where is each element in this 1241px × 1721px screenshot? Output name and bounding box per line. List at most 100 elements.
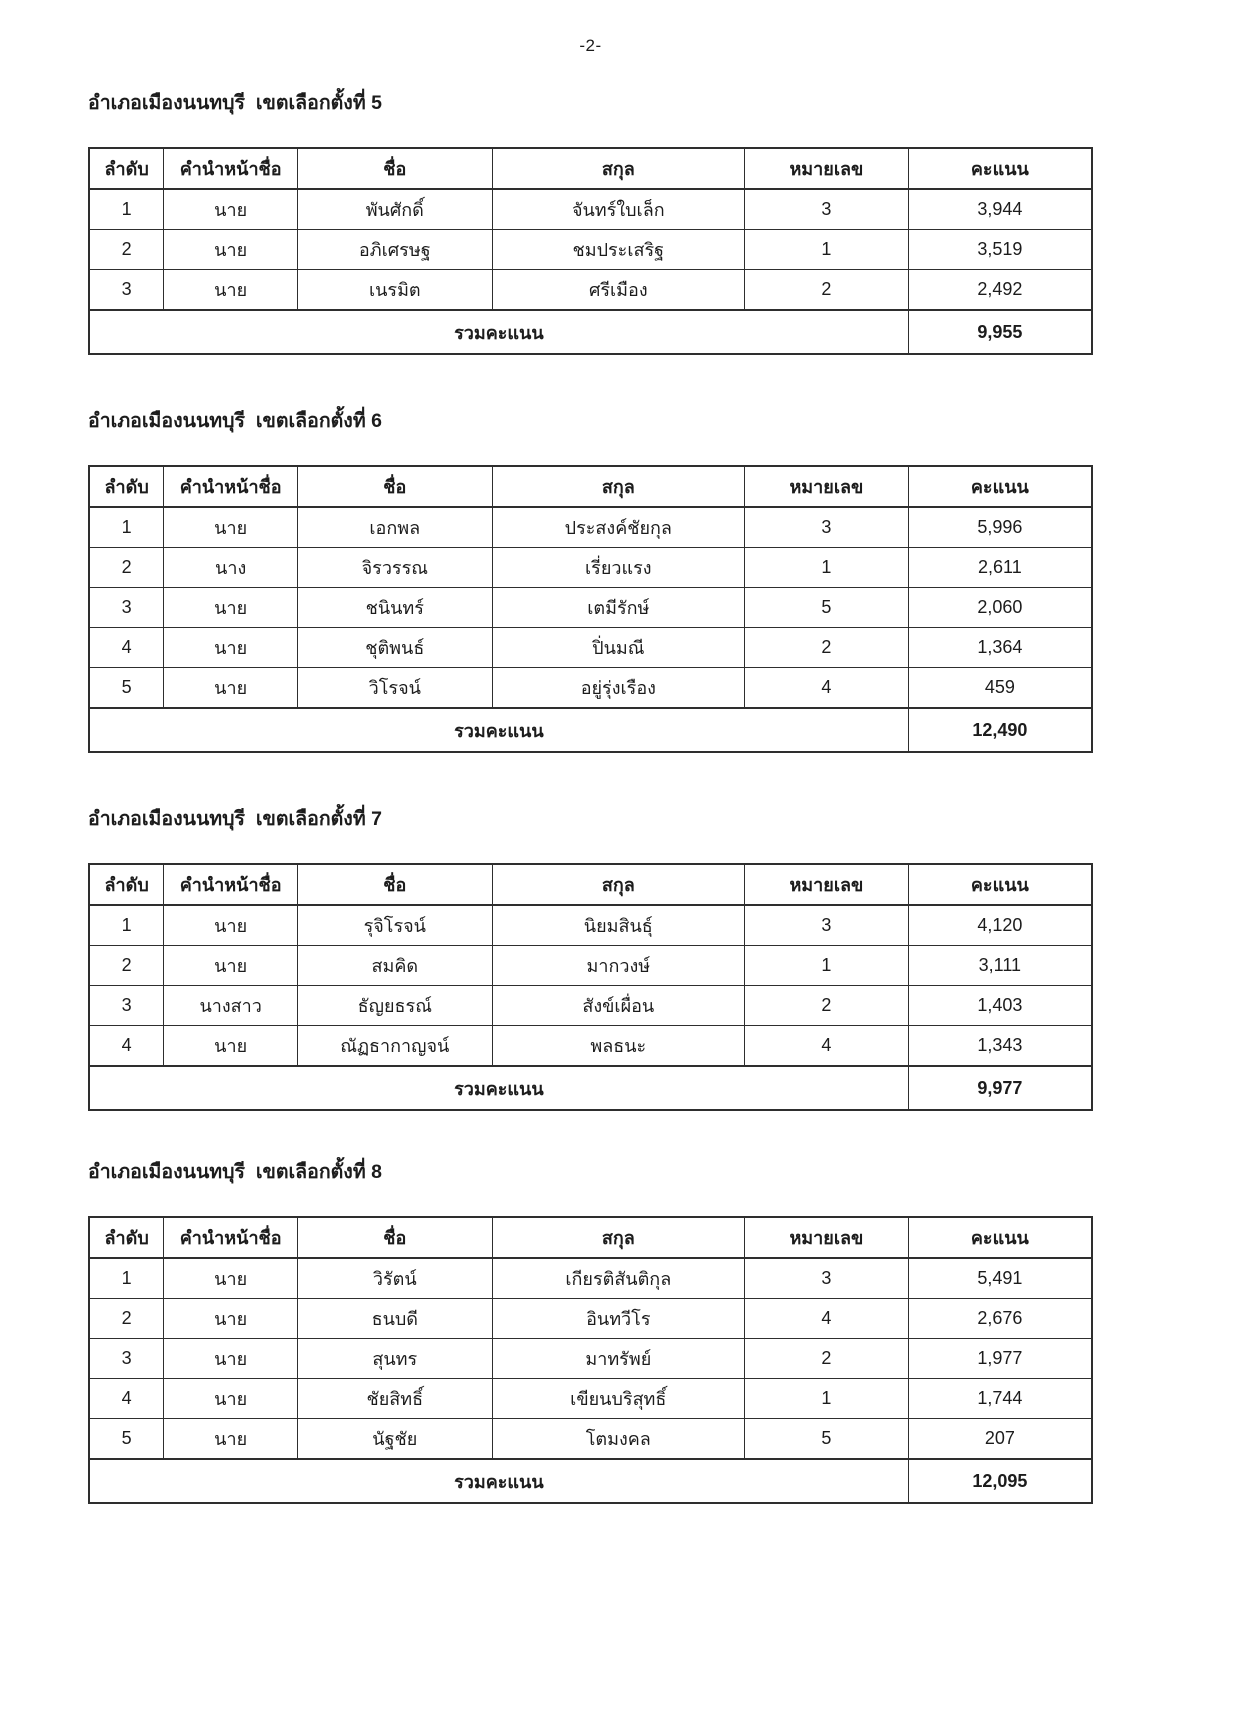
- column-header: คะแนน: [907, 465, 1093, 508]
- order-cell: 1: [88, 1257, 165, 1299]
- candidate-row: 4 นาย ชัยสิทธิ์ เขียนบริสุทธิ์ 1 1,744: [88, 1378, 1093, 1419]
- candidate-number-cell: 4: [744, 667, 909, 709]
- total-label-cell: รวมคะแนน: [88, 707, 909, 753]
- results-table: ลำดับ คำนำหน้าชื่อ ชื่อ สกุล หมายเลข คะแนน 1 นา…: [88, 465, 1093, 753]
- last-name-cell: ปิ่นมณี: [491, 627, 746, 668]
- votes-cell: 5,491: [907, 1257, 1093, 1299]
- last-name-cell: เขียนบริสุทธิ์: [491, 1378, 746, 1419]
- candidate-number-cell: 2: [744, 985, 909, 1026]
- order-cell: 4: [88, 627, 165, 668]
- candidate-row: 2 นาย อภิเศรษฐ ชมประเสริฐ 1 3,519: [88, 229, 1093, 270]
- candidate-row: 3 นาย ชนินทร์ เตมีรักษ์ 5 2,060: [88, 587, 1093, 628]
- order-cell: 4: [88, 1378, 165, 1419]
- candidate-number-cell: 5: [744, 587, 909, 628]
- votes-cell: 459: [907, 667, 1093, 709]
- candidate-number-cell: 5: [744, 1418, 909, 1460]
- candidate-number-cell: 1: [744, 229, 909, 270]
- column-header: สกุล: [491, 147, 746, 190]
- column-header: คำนำหน้าชื่อ: [163, 465, 298, 508]
- last-name-cell: ประสงค์ชัยกุล: [491, 506, 746, 548]
- name-prefix-cell: นาย: [163, 229, 298, 270]
- section-title: อำเภอเมืองนนทบุรี เขตเลือกตั้งที่ 5: [88, 92, 382, 114]
- candidate-row: 1 นาย วิรัตน์ เกียรติสันติกุล 3 5,491: [88, 1257, 1093, 1299]
- column-header: หมายเลข: [744, 147, 909, 190]
- order-cell: 3: [88, 269, 165, 311]
- last-name-cell: ศรีเมือง: [491, 269, 746, 311]
- order-cell: 2: [88, 229, 165, 270]
- header-row: ลำดับ คำนำหน้าชื่อ ชื่อ สกุล หมายเลข คะแนน: [88, 1216, 1093, 1259]
- order-cell: 1: [88, 904, 165, 946]
- candidate-number-cell: 2: [744, 269, 909, 311]
- candidate-number-cell: 3: [744, 188, 909, 230]
- last-name-cell: เตมีรักษ์: [491, 587, 746, 628]
- column-header: ลำดับ: [88, 147, 165, 190]
- header-row: ลำดับ คำนำหน้าชื่อ ชื่อ สกุล หมายเลข คะแนน: [88, 863, 1093, 906]
- name-prefix-cell: นางสาว: [163, 985, 298, 1026]
- candidate-row: 1 นาย เอกพล ประสงค์ชัยกุล 3 5,996: [88, 506, 1093, 548]
- votes-cell: 1,403: [907, 985, 1093, 1026]
- candidate-row: 4 นาย ณัฏธากาญจน์ พลธนะ 4 1,343: [88, 1025, 1093, 1067]
- sections-container: อำเภอเมืองนนทบุรี เขตเลือกตั้งที่ 5 ลำดับ…: [88, 87, 1093, 1504]
- candidate-row: 2 นาง จิรวรรณ เรี่ยวแรง 1 2,611: [88, 547, 1093, 588]
- column-header: ชื่อ: [297, 465, 493, 508]
- total-votes-cell: 9,977: [907, 1065, 1093, 1111]
- column-header: หมายเลข: [744, 1216, 909, 1259]
- section-title: อำเภอเมืองนนทบุรี เขตเลือกตั้งที่ 7: [88, 808, 382, 830]
- name-prefix-cell: นาย: [163, 945, 298, 986]
- name-prefix-cell: นาย: [163, 1257, 298, 1299]
- name-prefix-cell: นาย: [163, 269, 298, 311]
- header-row: ลำดับ คำนำหน้าชื่อ ชื่อ สกุล หมายเลข คะแนน: [88, 465, 1093, 508]
- column-header: ลำดับ: [88, 863, 165, 906]
- order-cell: 2: [88, 945, 165, 986]
- votes-cell: 3,111: [907, 945, 1093, 986]
- name-prefix-cell: นาง: [163, 547, 298, 588]
- column-header: ชื่อ: [297, 1216, 493, 1259]
- total-row: รวมคะแนน 9,955: [88, 309, 1093, 355]
- name-prefix-cell: นาย: [163, 904, 298, 946]
- total-label-cell: รวมคะแนน: [88, 309, 909, 355]
- votes-cell: 1,744: [907, 1378, 1093, 1419]
- page-number: -2-: [579, 36, 602, 55]
- name-prefix-cell: นาย: [163, 1025, 298, 1067]
- first-name-cell: ชัยสิทธิ์: [297, 1378, 493, 1419]
- first-name-cell: ธนบดี: [297, 1298, 493, 1339]
- first-name-cell: นัฐชัย: [297, 1418, 493, 1460]
- first-name-cell: ณัฏธากาญจน์: [297, 1025, 493, 1067]
- first-name-cell: วิโรจน์: [297, 667, 493, 709]
- column-header: คะแนน: [907, 863, 1093, 906]
- results-table: ลำดับ คำนำหน้าชื่อ ชื่อ สกุล หมายเลข คะแนน 1 นา…: [88, 863, 1093, 1111]
- section-title: อำเภอเมืองนนทบุรี เขตเลือกตั้งที่ 8: [88, 1161, 382, 1183]
- total-votes-cell: 12,095: [907, 1458, 1093, 1504]
- column-header: สกุล: [491, 863, 746, 906]
- order-cell: 3: [88, 985, 165, 1026]
- candidate-number-cell: 3: [744, 1257, 909, 1299]
- last-name-cell: อยู่รุ่งเรือง: [491, 667, 746, 709]
- candidate-row: 4 นาย ชุติพนธ์ ปิ่นมณี 2 1,364: [88, 627, 1093, 668]
- first-name-cell: ชนินทร์: [297, 587, 493, 628]
- votes-cell: 1,364: [907, 627, 1093, 668]
- results-table: ลำดับ คำนำหน้าชื่อ ชื่อ สกุล หมายเลข คะแนน 1 นา…: [88, 1216, 1093, 1504]
- total-votes-cell: 9,955: [907, 309, 1093, 355]
- first-name-cell: ชุติพนธ์: [297, 627, 493, 668]
- last-name-cell: เรี่ยวแรง: [491, 547, 746, 588]
- last-name-cell: มาทรัพย์: [491, 1338, 746, 1379]
- name-prefix-cell: นาย: [163, 188, 298, 230]
- candidate-row: 2 นาย สมคิด มากวงษ์ 1 3,111: [88, 945, 1093, 986]
- order-cell: 5: [88, 1418, 165, 1460]
- votes-cell: 2,492: [907, 269, 1093, 311]
- votes-cell: 1,343: [907, 1025, 1093, 1067]
- candidate-row: 5 นาย วิโรจน์ อยู่รุ่งเรือง 4 459: [88, 667, 1093, 709]
- name-prefix-cell: นาย: [163, 667, 298, 709]
- candidate-number-cell: 4: [744, 1025, 909, 1067]
- first-name-cell: วิรัตน์: [297, 1257, 493, 1299]
- column-header: ลำดับ: [88, 465, 165, 508]
- order-cell: 2: [88, 547, 165, 588]
- column-header: ชื่อ: [297, 863, 493, 906]
- last-name-cell: นิยมสินธุ์: [491, 904, 746, 946]
- first-name-cell: อภิเศรษฐ: [297, 229, 493, 270]
- first-name-cell: ธัญยธรณ์: [297, 985, 493, 1026]
- candidate-row: 3 นางสาว ธัญยธรณ์ สังข์เผื่อน 2 1,403: [88, 985, 1093, 1026]
- order-cell: 3: [88, 587, 165, 628]
- votes-cell: 2,676: [907, 1298, 1093, 1339]
- column-header: สกุล: [491, 1216, 746, 1259]
